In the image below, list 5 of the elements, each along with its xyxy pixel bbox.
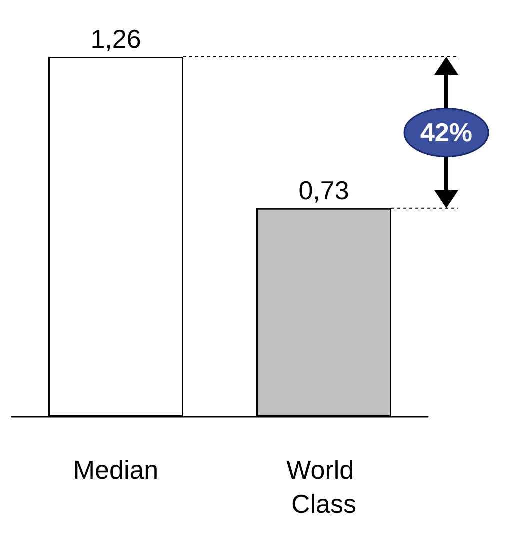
x-tick-label: World Class: [286, 455, 362, 519]
x-tick-label: Median: [73, 455, 159, 485]
data-label: 1,26: [90, 24, 142, 54]
data-label: 0,73: [298, 175, 350, 206]
annotation: 42%: [420, 118, 473, 148]
